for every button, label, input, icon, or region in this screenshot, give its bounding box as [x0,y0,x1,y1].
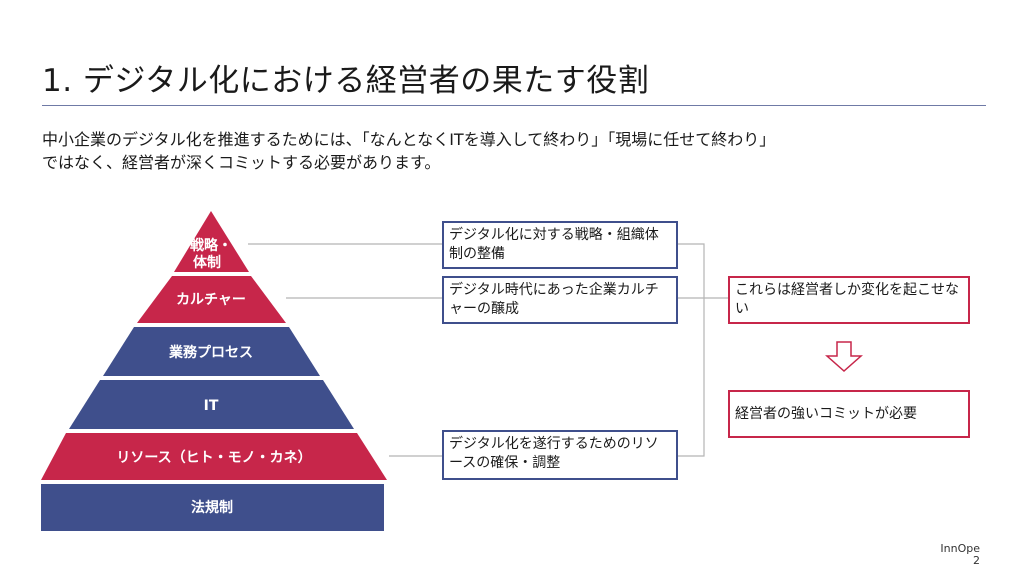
pyramid-tier-culture [137,276,286,323]
page-number: 2 [973,554,980,567]
callout-strategy: デジタル化に対する戦略・組織体制の整備 [442,221,678,269]
tier-label-process: 業務プロセス [168,344,253,361]
bracket-connector [677,243,705,457]
intro-line-1: 中小企業のデジタル化を推進するためには、「なんとなくITを導入して終わり」「現場… [42,130,776,149]
callout-resources: デジタル化を遂行するためのリソースの確保・調整 [442,430,678,480]
pyramid-tier-resources [41,433,387,480]
pyramid-tier-it [69,380,354,429]
pyramid-tier-strategy [174,211,249,272]
conclusion-top-box: これらは経営者しか変化を起こせない [728,276,970,324]
tier-label-it: IT [204,398,219,414]
page-title: 1. デジタル化における経営者の果たす役割 [42,63,650,99]
title-divider [42,105,986,106]
tier-label-regulation: 法規制 [191,499,233,516]
pyramid-tier-process [103,327,320,376]
pyramid-tier-regulation [41,484,384,531]
footer: InnOpe 2 [940,543,980,567]
tier-label-strategy-2: 体制 [193,254,221,271]
down-arrow-icon [825,341,863,373]
tier-label-strategy-1: 戦略・ [190,237,232,254]
tier-label-resources: リソース（ヒト・モノ・カネ） [116,450,311,466]
intro-line-2: ではなく、経営者が深くコミットする必要があります。 [42,153,441,172]
tier-label-culture: カルチャー [176,292,246,308]
callout-culture: デジタル時代にあった企業カルチャーの醸成 [442,276,678,324]
conclusion-bottom-box: 経営者の強いコミットが必要 [728,390,970,438]
footer-brand: InnOpe [940,542,980,555]
intro-text: 中小企業のデジタル化を推進するためには、「なんとなくITを導入して終わり」「現場… [42,128,1002,174]
